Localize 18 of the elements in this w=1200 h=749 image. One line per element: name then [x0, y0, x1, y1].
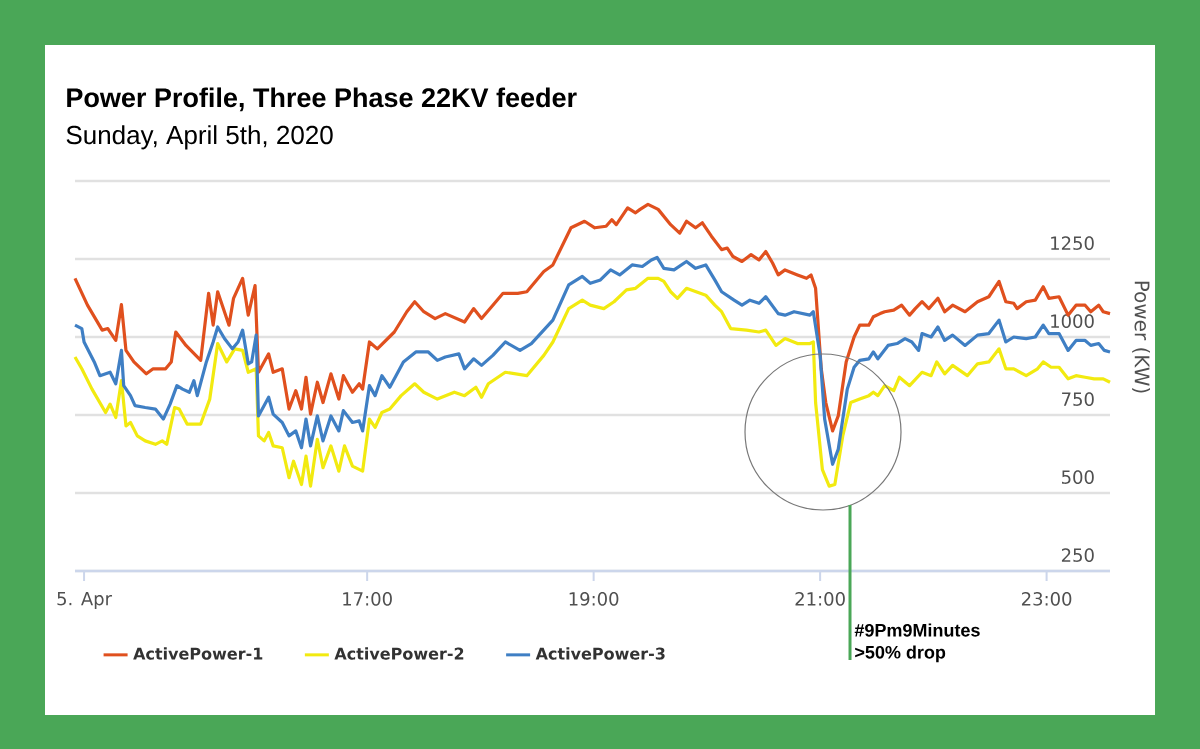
x-tick-label: 21:00 — [795, 592, 845, 606]
chart-subtitle: Sunday, April 5th, 2020 — [66, 125, 333, 150]
y-axis-title: Power (KW) — [1132, 281, 1150, 393]
text: >50% drop — [855, 645, 946, 663]
legend-label: ActivePower-3 — [535, 647, 665, 660]
y-tick-label: 250 — [1061, 548, 1094, 562]
x-tick-label: 23:00 — [1021, 592, 1072, 606]
text: #9Pm9Minutes — [854, 623, 980, 637]
y-tick-label: 1000 — [1051, 314, 1094, 328]
x-tick-label: 19:00 — [569, 592, 619, 606]
x-tick-label: 5. Apr — [57, 592, 113, 609]
chart-title: Power Profile, Three Phase 22KV feeder — [67, 87, 577, 112]
legend-label: ActivePower-2 — [334, 647, 464, 660]
legend-label: ActivePower-1 — [133, 647, 263, 660]
y-tick-label: 500 — [1061, 470, 1094, 484]
y-tick-label: 1250 — [1051, 236, 1094, 250]
y-tick-label: 750 — [1062, 392, 1094, 406]
x-tick-label: 17:00 — [343, 592, 392, 606]
